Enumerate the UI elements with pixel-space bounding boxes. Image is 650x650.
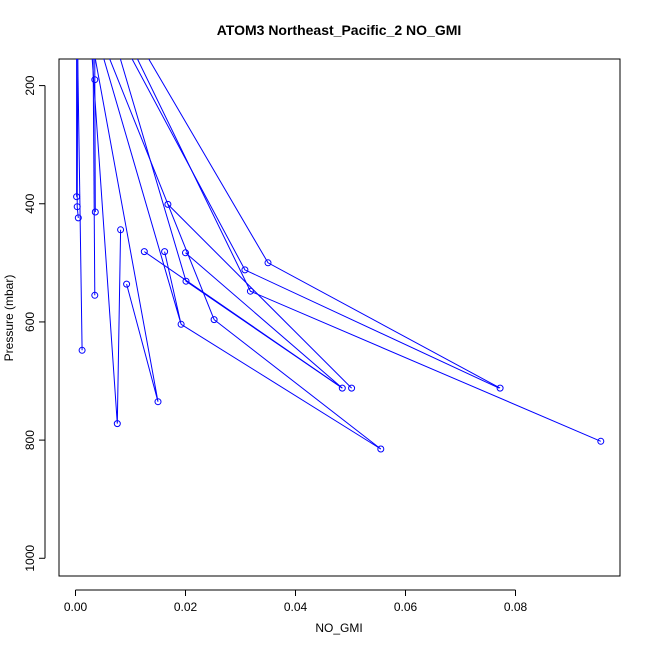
series-line-15 bbox=[144, 251, 343, 389]
data-point bbox=[161, 248, 169, 256]
data-point bbox=[264, 259, 272, 267]
y-tick-label: 1000 bbox=[23, 545, 37, 572]
data-point bbox=[154, 398, 162, 406]
series-line-16 bbox=[185, 252, 343, 389]
data-point bbox=[74, 214, 82, 222]
chart-title: ATOM3 Northeast_Pacific_2 NO_GMI bbox=[217, 22, 462, 38]
series-line-2 bbox=[76, 59, 79, 218]
y-tick-label: 200 bbox=[23, 75, 37, 95]
series-line-18 bbox=[213, 319, 382, 450]
data-point bbox=[78, 346, 86, 354]
data-point bbox=[123, 280, 131, 288]
y-tick-label: 400 bbox=[23, 193, 37, 213]
series-lines bbox=[76, 59, 601, 450]
data-point bbox=[597, 437, 605, 445]
x-axis-label: NO_GMI bbox=[315, 621, 362, 635]
data-point bbox=[73, 193, 81, 201]
series-line-7 bbox=[94, 59, 159, 402]
data-point bbox=[113, 420, 121, 428]
data-point bbox=[182, 277, 190, 285]
series-line-5 bbox=[92, 59, 96, 296]
data-point bbox=[496, 384, 504, 392]
series-line-8 bbox=[103, 59, 182, 325]
x-tick-label: 0.04 bbox=[284, 600, 308, 614]
data-point bbox=[177, 320, 185, 328]
data-point bbox=[210, 316, 218, 324]
y-axis: 200 400 600 800 1000 bbox=[23, 75, 46, 572]
series-line-17 bbox=[180, 323, 382, 450]
x-tick-label: 0.00 bbox=[64, 600, 88, 614]
data-point bbox=[117, 226, 125, 234]
series-line-14 bbox=[167, 204, 352, 389]
data-point bbox=[164, 200, 172, 208]
plot-box bbox=[58, 58, 621, 577]
series-line-4 bbox=[94, 59, 96, 213]
x-tick-label: 0.02 bbox=[174, 600, 198, 614]
series-line-9 bbox=[109, 59, 215, 320]
series-line-6 bbox=[91, 59, 122, 424]
series-points bbox=[73, 76, 605, 453]
y-tick-label: 800 bbox=[23, 430, 37, 450]
x-tick-label: 0.06 bbox=[394, 600, 418, 614]
data-point bbox=[348, 384, 356, 392]
y-tick-label: 600 bbox=[23, 312, 37, 332]
data-point bbox=[241, 266, 249, 274]
data-point bbox=[91, 291, 99, 299]
data-point bbox=[91, 208, 99, 216]
data-point bbox=[338, 384, 346, 392]
series-line-3 bbox=[77, 59, 83, 351]
data-point bbox=[377, 445, 385, 453]
series-line-11 bbox=[131, 59, 500, 389]
data-point bbox=[246, 287, 254, 295]
data-point bbox=[140, 248, 148, 256]
series-line-12 bbox=[136, 59, 601, 442]
x-tick-label: 0.08 bbox=[504, 600, 528, 614]
y-axis-label: Pressure (mbar) bbox=[2, 275, 16, 362]
data-point bbox=[91, 76, 99, 84]
x-axis: 0.00 0.02 0.04 0.06 0.08 bbox=[64, 589, 528, 614]
data-point bbox=[182, 249, 189, 257]
series-line-10 bbox=[119, 59, 343, 389]
series-line-13 bbox=[148, 59, 501, 389]
data-point bbox=[73, 203, 81, 211]
